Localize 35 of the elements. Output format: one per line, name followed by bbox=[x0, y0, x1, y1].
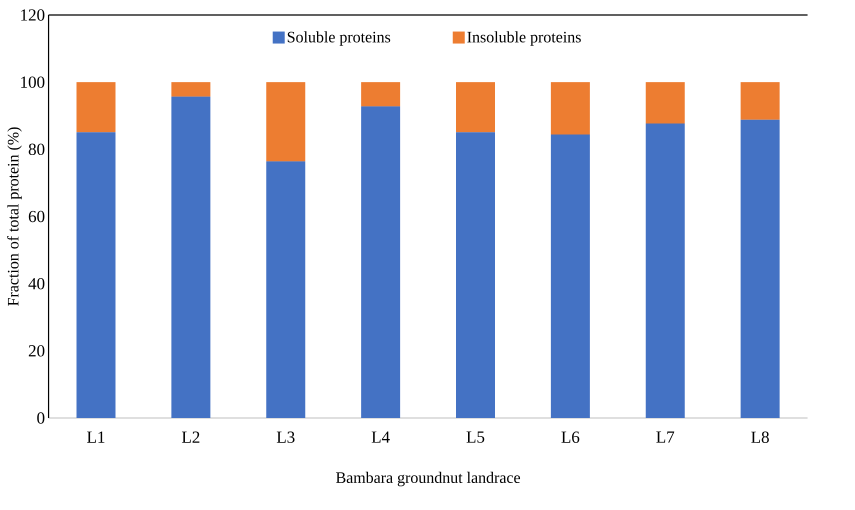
x-tick-label: L7 bbox=[656, 432, 674, 443]
y-tick-label: 20 bbox=[28, 345, 44, 357]
legend-label: Insoluble proteins bbox=[467, 31, 581, 46]
x-tick-label: L2 bbox=[182, 432, 200, 443]
bar bbox=[266, 82, 306, 162]
bar bbox=[740, 82, 780, 120]
bar bbox=[76, 132, 116, 418]
x-tick-label: L6 bbox=[561, 432, 580, 443]
bar bbox=[266, 161, 306, 418]
bar bbox=[361, 106, 400, 418]
bar bbox=[456, 82, 496, 132]
y-axis-title: Fraction of total protein (%) bbox=[7, 127, 22, 306]
bar bbox=[646, 82, 685, 124]
bar bbox=[171, 96, 210, 418]
bar bbox=[740, 120, 780, 418]
x-tick-label: L5 bbox=[466, 432, 484, 443]
y-tick-label: 120 bbox=[21, 9, 44, 21]
y-tick-label: 0 bbox=[37, 412, 44, 424]
y-tick-label: 40 bbox=[28, 278, 44, 290]
bar bbox=[550, 82, 590, 135]
x-tick-label: L4 bbox=[372, 432, 390, 443]
y-tick-label: 100 bbox=[21, 76, 44, 88]
x-tick-label: L8 bbox=[751, 432, 769, 443]
bar bbox=[646, 123, 685, 418]
x-tick-label: L3 bbox=[276, 432, 295, 443]
y-tick-label: 60 bbox=[28, 210, 44, 222]
legend-label: Soluble proteins bbox=[288, 31, 390, 46]
x-tick-label: L1 bbox=[87, 432, 104, 443]
bar bbox=[456, 132, 496, 418]
y-tick-label: 80 bbox=[28, 144, 44, 156]
bar bbox=[550, 134, 590, 418]
bar bbox=[76, 82, 116, 132]
bar bbox=[171, 82, 210, 97]
x-axis-title: Bambara groundnut landrace bbox=[336, 472, 520, 486]
bar bbox=[361, 82, 400, 106]
